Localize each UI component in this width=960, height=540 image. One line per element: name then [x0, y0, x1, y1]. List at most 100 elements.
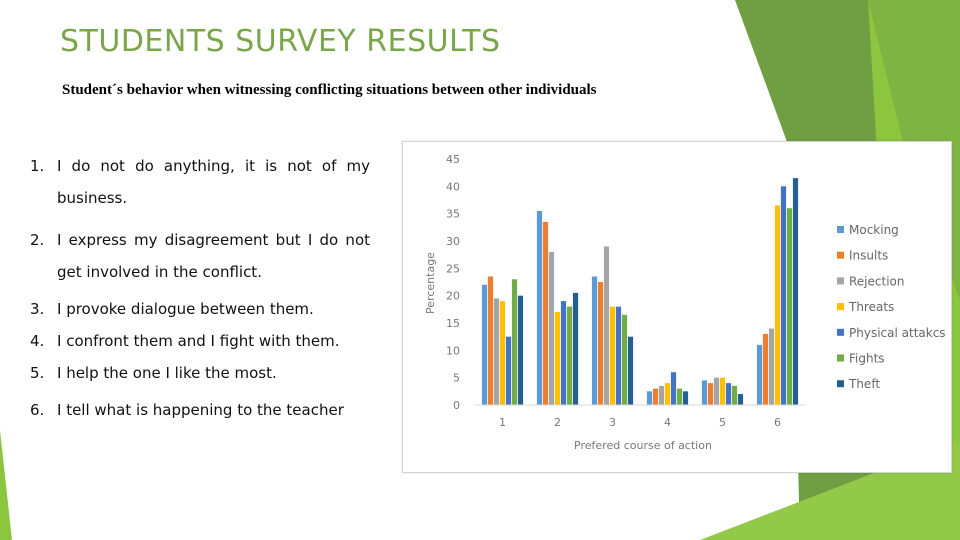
x-tick-label: 6	[774, 416, 781, 429]
chart-legend: Mocking Insults Rejection Threats Physical a…	[837, 223, 946, 391]
x-tick-label: 2	[554, 416, 561, 429]
options-list: 1. I do not do anything, it is not of my …	[30, 150, 370, 436]
list-item-text: I express my disagreement but I do not g…	[57, 231, 370, 281]
y-tick-label: 0	[453, 399, 460, 412]
bar	[554, 312, 561, 405]
legend-swatch	[837, 354, 844, 362]
bar	[603, 246, 610, 405]
x-axis-label: Prefered course of action	[574, 439, 712, 452]
bar	[572, 292, 579, 405]
bar	[762, 333, 769, 405]
list-item: 5. I help the one I like the most.	[30, 362, 370, 384]
x-tick-label: 5	[719, 416, 726, 429]
bars-group	[481, 178, 799, 405]
list-item: 1. I do not do anything, it is not of my …	[30, 150, 370, 214]
bar	[591, 276, 598, 405]
bar	[536, 210, 543, 405]
y-tick-label: 25	[446, 262, 460, 275]
bar	[597, 282, 604, 405]
list-item: 6. I tell what is happening to the teache…	[30, 394, 370, 426]
list-item-text: I provoke dialogue between them.	[57, 300, 314, 318]
bar	[505, 336, 512, 405]
legend-label: Mocking	[849, 223, 899, 237]
list-item-text: I do not do anything, it is not of my bu…	[57, 157, 370, 207]
bar	[609, 306, 616, 405]
bar	[627, 336, 634, 405]
bar	[731, 385, 738, 405]
bar	[780, 186, 787, 405]
y-axis: 0 5 10 15 20 25 30 35 40 45	[446, 153, 460, 412]
list-item: 4. I confront them and I fight with them.	[30, 330, 370, 352]
bar	[517, 295, 524, 405]
bar	[725, 383, 732, 405]
y-tick-label: 15	[446, 317, 460, 330]
bar	[487, 276, 494, 405]
legend-swatch	[837, 251, 844, 259]
slide-title: STUDENTS SURVEY RESULTS	[60, 24, 501, 59]
list-item-number: 5.	[30, 364, 45, 382]
list-item-text: I help the one I like the most.	[57, 364, 277, 382]
bar	[756, 344, 763, 405]
x-tick-label: 4	[664, 416, 671, 429]
legend-swatch	[837, 226, 844, 233]
bar	[658, 385, 665, 405]
y-axis-label: Percentage	[424, 252, 437, 314]
slide-subtitle: Student´s behavior when witnessing confl…	[62, 82, 597, 98]
legend-label: Rejection	[849, 274, 904, 288]
y-tick-label: 45	[446, 153, 460, 166]
list-item-text: I confront them and I fight with them.	[57, 332, 340, 350]
list-item-number: 2.	[30, 231, 45, 249]
legend-swatch	[837, 303, 844, 311]
bar	[670, 372, 677, 405]
legend-label: Theft	[848, 377, 880, 391]
bar	[707, 383, 714, 405]
bar	[652, 388, 659, 405]
bar	[615, 306, 622, 405]
y-tick-label: 20	[446, 290, 460, 303]
bar	[774, 205, 781, 405]
x-tick-label: 3	[609, 416, 616, 429]
list-item-number: 6.	[30, 401, 45, 419]
list-item-number: 3.	[30, 300, 45, 318]
y-tick-label: 5	[453, 372, 460, 385]
bar	[542, 221, 549, 405]
bar	[511, 279, 518, 405]
bar	[701, 380, 708, 405]
bar	[682, 391, 689, 405]
bar	[481, 284, 488, 405]
legend-label: Fights	[849, 352, 885, 366]
legend-swatch	[837, 277, 844, 285]
bar	[676, 388, 683, 405]
bar	[646, 391, 653, 405]
bar	[737, 394, 744, 405]
list-item-text: I tell what is happening to the teacher	[57, 401, 344, 419]
bar	[792, 178, 799, 405]
legend-label: Physical attakcs	[849, 326, 946, 340]
bar	[548, 251, 555, 405]
x-axis: 1 2 3 4 5 6	[499, 416, 781, 429]
y-tick-label: 40	[446, 180, 460, 193]
bar	[493, 298, 500, 405]
legend-swatch	[837, 328, 844, 336]
bar	[768, 328, 775, 405]
deco-bottom-left	[0, 430, 12, 540]
list-item: 2. I express my disagreement but I do not…	[30, 224, 370, 288]
bar	[786, 208, 793, 405]
bar	[499, 301, 506, 405]
y-tick-label: 35	[446, 208, 460, 221]
bar	[719, 377, 726, 405]
legend-label: Insults	[849, 249, 888, 263]
y-tick-label: 10	[446, 344, 460, 357]
list-item-number: 4.	[30, 332, 45, 350]
bar	[621, 314, 628, 405]
x-tick-label: 1	[499, 416, 506, 429]
list-item: 3. I provoke dialogue between them.	[30, 298, 370, 320]
bar	[560, 301, 567, 405]
legend-swatch	[837, 380, 844, 388]
list-item-number: 1.	[30, 157, 45, 175]
legend-label: Threats	[848, 300, 894, 314]
bar	[664, 383, 671, 405]
bar	[713, 377, 720, 405]
